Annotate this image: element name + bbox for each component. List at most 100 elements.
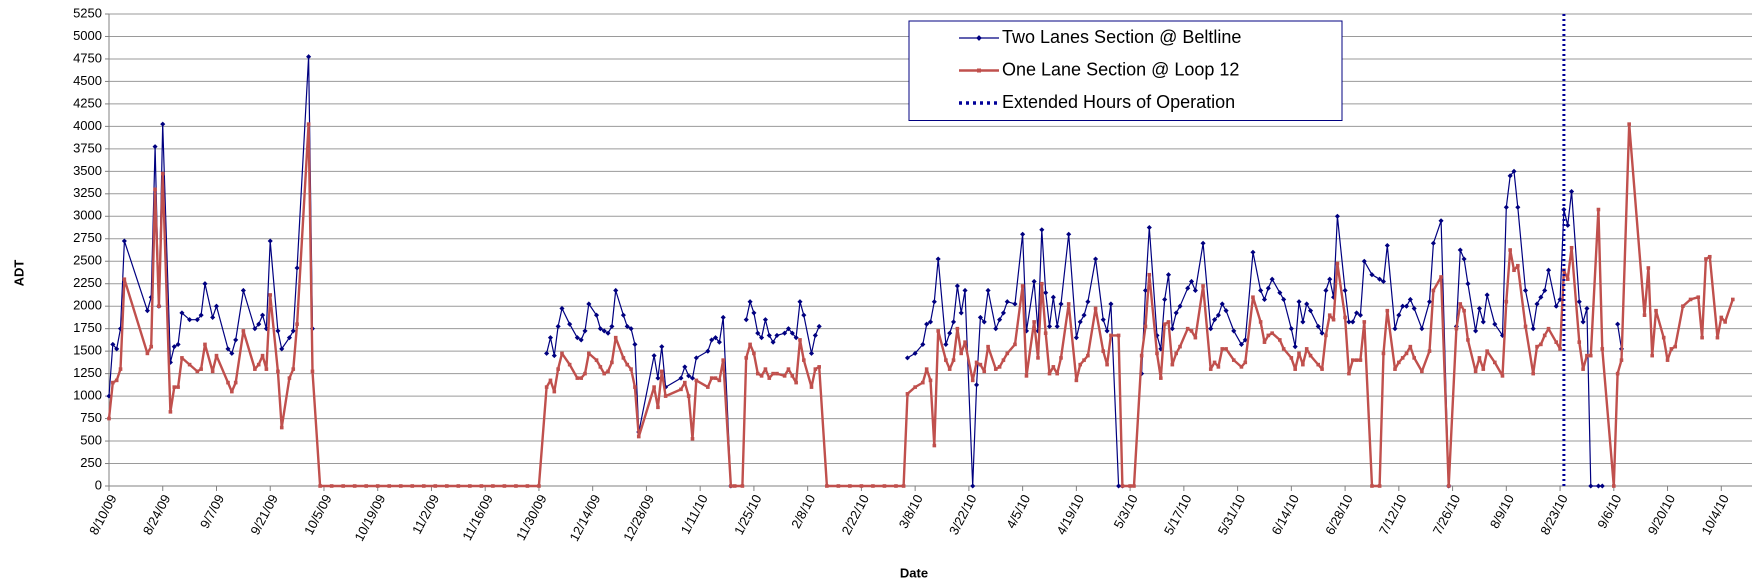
point bbox=[793, 335, 799, 341]
point bbox=[1239, 365, 1244, 369]
point bbox=[1078, 362, 1083, 367]
point bbox=[114, 346, 120, 352]
point bbox=[1212, 317, 1218, 323]
point bbox=[594, 358, 599, 362]
x-tick-label: 3/8/10 bbox=[896, 492, 926, 531]
point bbox=[656, 405, 660, 410]
x-tick-label: 9/7/09 bbox=[197, 492, 227, 531]
point bbox=[717, 378, 722, 383]
point bbox=[1261, 296, 1268, 302]
point bbox=[798, 338, 802, 342]
point bbox=[1377, 484, 1382, 488]
point bbox=[567, 362, 572, 367]
y-tick-label: 500 bbox=[80, 432, 102, 447]
point bbox=[279, 346, 285, 352]
point bbox=[1481, 367, 1486, 371]
point bbox=[1577, 340, 1582, 344]
point bbox=[1581, 367, 1585, 371]
x-tick-label: 10/5/09 bbox=[301, 492, 335, 537]
point bbox=[1346, 319, 1352, 325]
point bbox=[1669, 347, 1674, 351]
point bbox=[433, 484, 438, 488]
point bbox=[1596, 207, 1601, 212]
y-tick-label: 250 bbox=[80, 455, 102, 470]
point bbox=[1565, 277, 1570, 282]
point bbox=[387, 484, 392, 488]
point bbox=[689, 375, 696, 381]
point bbox=[1715, 335, 1720, 340]
point bbox=[264, 367, 269, 371]
point bbox=[801, 312, 807, 318]
legend-label: Extended Hours of Operation bbox=[1002, 92, 1235, 112]
point bbox=[1688, 297, 1693, 302]
point bbox=[1046, 323, 1053, 329]
point bbox=[782, 374, 787, 378]
point bbox=[122, 277, 127, 282]
point bbox=[267, 238, 273, 244]
point bbox=[1077, 319, 1083, 325]
point bbox=[859, 484, 864, 488]
point bbox=[790, 374, 795, 378]
point bbox=[587, 351, 591, 356]
point bbox=[904, 355, 911, 361]
x-tick-label: 7/12/10 bbox=[1376, 492, 1410, 537]
point bbox=[709, 376, 714, 380]
point bbox=[1531, 371, 1535, 376]
point bbox=[1216, 365, 1221, 369]
point bbox=[1159, 376, 1163, 380]
point bbox=[1104, 328, 1110, 334]
point bbox=[1397, 360, 1401, 365]
point bbox=[936, 329, 940, 333]
x-tick-label: 11/2/09 bbox=[409, 492, 442, 536]
x-tick-label: 4/5/10 bbox=[1003, 492, 1033, 531]
y-tick-label: 3000 bbox=[73, 208, 102, 223]
point bbox=[825, 484, 829, 488]
point bbox=[1696, 295, 1701, 299]
x-tick-label: 5/3/10 bbox=[1111, 492, 1141, 531]
point bbox=[1292, 344, 1298, 350]
point bbox=[226, 380, 230, 385]
point bbox=[537, 484, 541, 488]
point bbox=[1569, 245, 1574, 250]
point bbox=[1105, 362, 1109, 367]
point bbox=[306, 122, 311, 126]
point bbox=[1558, 347, 1562, 351]
point bbox=[1465, 281, 1471, 287]
point bbox=[997, 317, 1003, 323]
point bbox=[202, 281, 208, 287]
point bbox=[1403, 303, 1410, 309]
point bbox=[1535, 344, 1539, 349]
point bbox=[1565, 222, 1571, 228]
point bbox=[1362, 320, 1367, 324]
point bbox=[1458, 302, 1463, 306]
point bbox=[1178, 344, 1182, 349]
point bbox=[233, 337, 239, 343]
x-tick-label: 6/14/10 bbox=[1268, 492, 1302, 537]
point bbox=[176, 385, 180, 389]
point bbox=[993, 367, 998, 371]
point bbox=[762, 317, 768, 323]
x-tick-label: 4/19/10 bbox=[1053, 492, 1087, 537]
point bbox=[947, 330, 953, 336]
point bbox=[213, 303, 220, 309]
point bbox=[1661, 335, 1666, 340]
point bbox=[1354, 310, 1360, 316]
point bbox=[1074, 378, 1079, 383]
point bbox=[1412, 356, 1416, 360]
point bbox=[195, 369, 200, 374]
point bbox=[1473, 369, 1478, 374]
x-tick-label: 9/6/10 bbox=[1594, 492, 1624, 531]
point bbox=[552, 389, 557, 394]
point bbox=[1043, 290, 1049, 296]
point bbox=[652, 385, 656, 389]
point bbox=[1050, 294, 1056, 300]
point bbox=[157, 304, 161, 308]
point bbox=[547, 335, 554, 341]
point bbox=[955, 326, 960, 331]
point bbox=[786, 367, 791, 371]
point bbox=[686, 394, 691, 398]
series-line bbox=[108, 56, 1623, 487]
point bbox=[1612, 484, 1616, 488]
point bbox=[782, 330, 788, 336]
point bbox=[233, 380, 238, 385]
